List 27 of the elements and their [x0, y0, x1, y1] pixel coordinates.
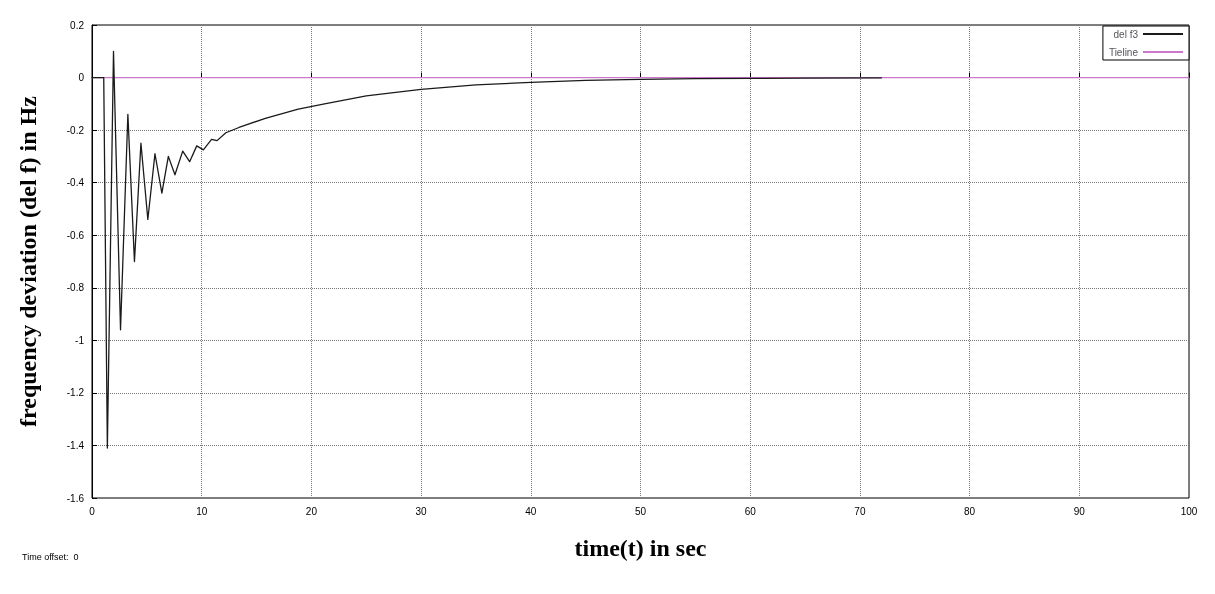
x-tick-label: 30 — [415, 505, 428, 517]
legend-label: Tieline — [1108, 46, 1139, 58]
x-tick-label: 60 — [744, 505, 757, 517]
y-tick-label: -0.8 — [66, 282, 85, 294]
y-axis-title: frequency deviation (del f) in Hz — [15, 95, 41, 427]
text: Time offset: 0 — [22, 551, 79, 562]
legend-label: del f3 — [1113, 28, 1139, 40]
y-tick-label: -0.2 — [66, 124, 85, 136]
x-tick-label: 50 — [634, 505, 647, 517]
x-tick-label: 20 — [305, 505, 318, 517]
x-tick-label: 100 — [1180, 505, 1198, 517]
y-tick-label: -1.4 — [66, 439, 85, 451]
y-tick-label: 0.2 — [70, 19, 85, 31]
x-tick-label: 80 — [964, 505, 976, 517]
y-tick-label: -1.2 — [66, 387, 85, 399]
x-tick-label: 90 — [1073, 505, 1086, 517]
x-tick-label: 0 — [89, 505, 96, 517]
y-tick-label: -0.6 — [66, 229, 85, 241]
line-series — [91, 50, 883, 449]
x-axis-title: time(t) in sec — [574, 535, 707, 561]
y-tick-label: -1 — [75, 334, 85, 346]
y-tick-label: -1.6 — [66, 492, 85, 504]
x-tick-label: 70 — [854, 505, 866, 517]
y-tick-label: 0 — [78, 72, 85, 84]
x-tick-label: 10 — [196, 505, 208, 517]
x-tick-label: 40 — [525, 505, 537, 517]
y-tick-label: -0.4 — [66, 177, 85, 189]
